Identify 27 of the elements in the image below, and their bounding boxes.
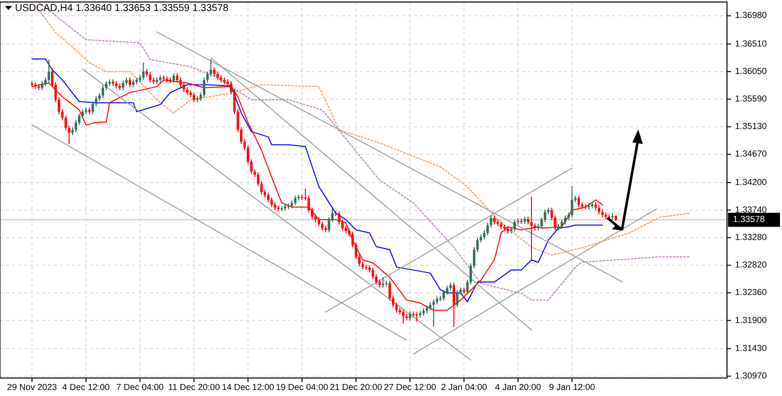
x-tick-label: 4 Dec 12:00 xyxy=(62,382,110,392)
x-tick-label: 2 Jan 04:00 xyxy=(441,382,488,392)
y-tick-label: 1.36510 xyxy=(735,38,767,48)
x-tick-label: 9 Jan 12:00 xyxy=(549,382,596,392)
x-tick-label: 19 Dec 04:00 xyxy=(276,382,328,392)
y-tick-label: 1.36050 xyxy=(735,66,767,76)
x-tick-label: 29 Nov 2023 xyxy=(7,382,58,392)
y-tick-label: 1.32820 xyxy=(735,260,767,270)
y-tick-label: 1.35130 xyxy=(735,121,767,132)
y-tick-label: 1.33740 xyxy=(735,204,767,214)
x-tick-label: 21 Dec 20:00 xyxy=(330,382,382,392)
x-tick-label: 7 Dec 04:00 xyxy=(116,382,164,392)
y-tick-label: 1.30970 xyxy=(735,370,767,381)
x-tick-label: 4 Jan 20:00 xyxy=(495,382,542,392)
x-tick-label: 14 Dec 12:00 xyxy=(222,382,274,392)
y-tick-label: 1.33280 xyxy=(735,232,767,242)
y-tick-label: 1.31900 xyxy=(735,314,767,325)
ref-line-label: 1.33578 xyxy=(733,214,765,224)
y-tick-label: 1.32360 xyxy=(735,287,767,298)
y-tick-label: 1.35590 xyxy=(735,93,767,104)
y-tick-label: 1.34670 xyxy=(735,148,767,159)
y-tick-label: 1.31430 xyxy=(735,342,767,353)
x-tick-label: 11 Dec 20:00 xyxy=(168,382,220,392)
x-tick-label: 27 Dec 12:00 xyxy=(384,382,436,392)
y-tick-label: 1.36980 xyxy=(735,10,767,20)
y-tick-label: 1.34200 xyxy=(735,176,767,187)
chart-title: USDCAD,H4 1.33640 1.33653 1.33559 1.33578 xyxy=(15,3,229,14)
